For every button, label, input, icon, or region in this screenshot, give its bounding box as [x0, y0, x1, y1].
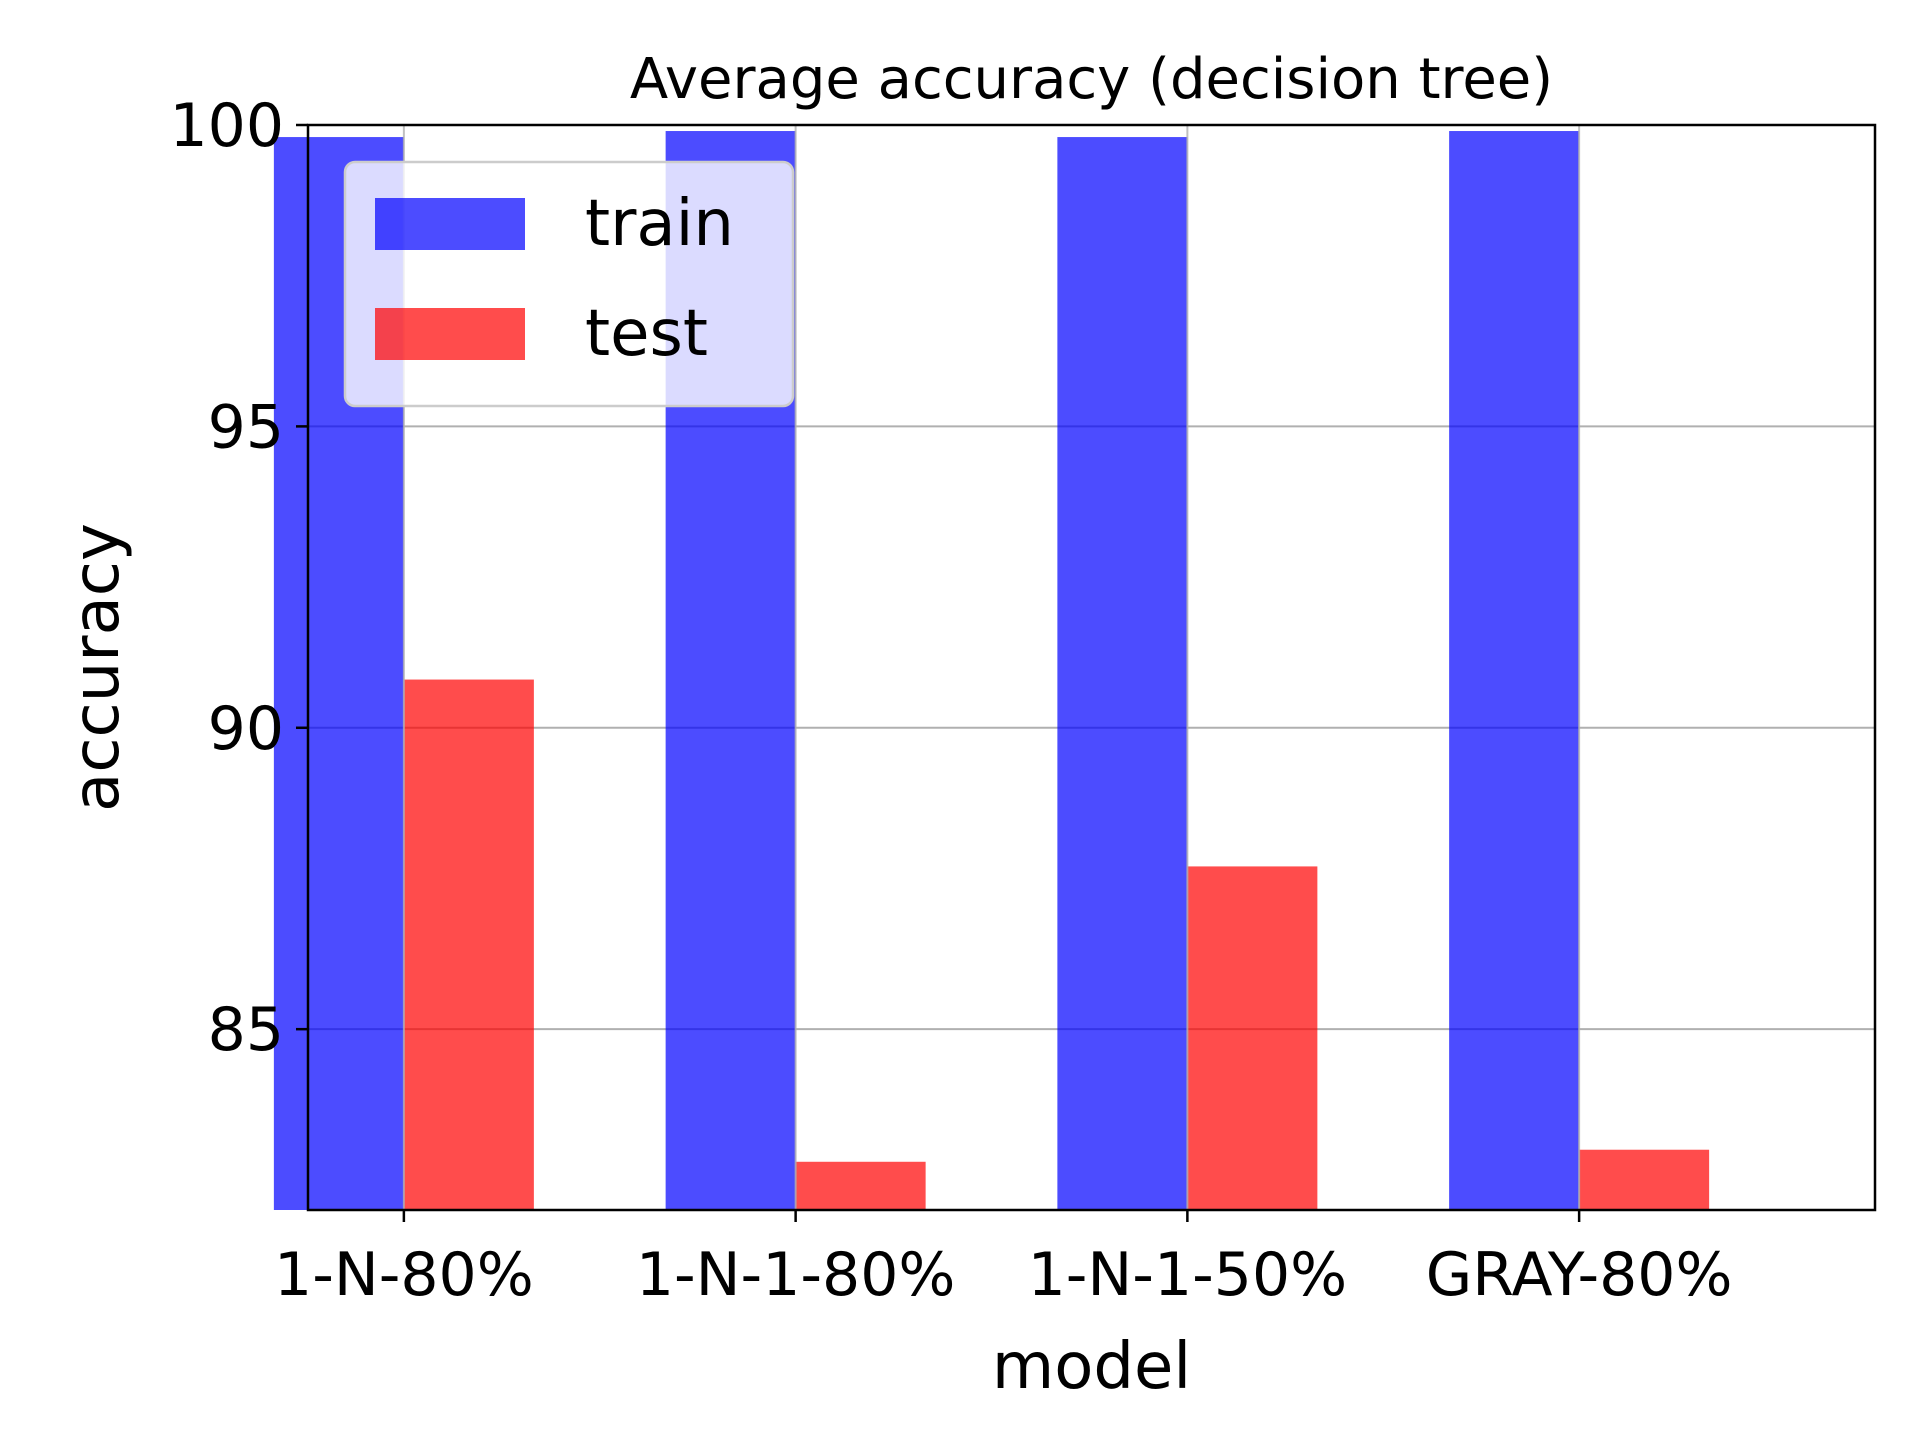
- x-tick-label: GRAY-80%: [1426, 1240, 1733, 1310]
- y-axis-title: accuracy: [60, 523, 134, 812]
- y-tick-label: 85: [208, 995, 284, 1065]
- y-tick-label: 90: [208, 694, 284, 764]
- x-tick-label: 1-N-1-80%: [636, 1240, 956, 1310]
- legend: train test: [343, 160, 795, 408]
- legend-label-train: train: [585, 187, 734, 261]
- x-tick-label: 1-N-1-50%: [1028, 1240, 1348, 1310]
- legend-swatch-train: [375, 198, 525, 250]
- chart-title: Average accuracy (decision tree): [630, 47, 1553, 112]
- ticks: 85 90 95 100 1-N-80% 1-N-1-80% 1-N-1-50% GRAY-8…: [169, 91, 1732, 1310]
- bar-test-2: [795, 1161, 926, 1210]
- bar-train-3: [1057, 137, 1188, 1211]
- legend-swatch-test: [375, 308, 525, 360]
- bar-test-4: [1579, 1149, 1710, 1210]
- bar-test-3: [1187, 866, 1318, 1210]
- x-axis-title: model: [992, 1330, 1191, 1404]
- bar-test-1: [403, 679, 534, 1210]
- bar-train-4: [1449, 131, 1580, 1210]
- y-tick-label: 100: [169, 91, 284, 161]
- plot-frame: [306, 123, 1877, 1212]
- y-tick-label: 95: [208, 392, 284, 462]
- x-tick-label: 1-N-80%: [274, 1240, 534, 1310]
- legend-label-test: test: [585, 297, 708, 371]
